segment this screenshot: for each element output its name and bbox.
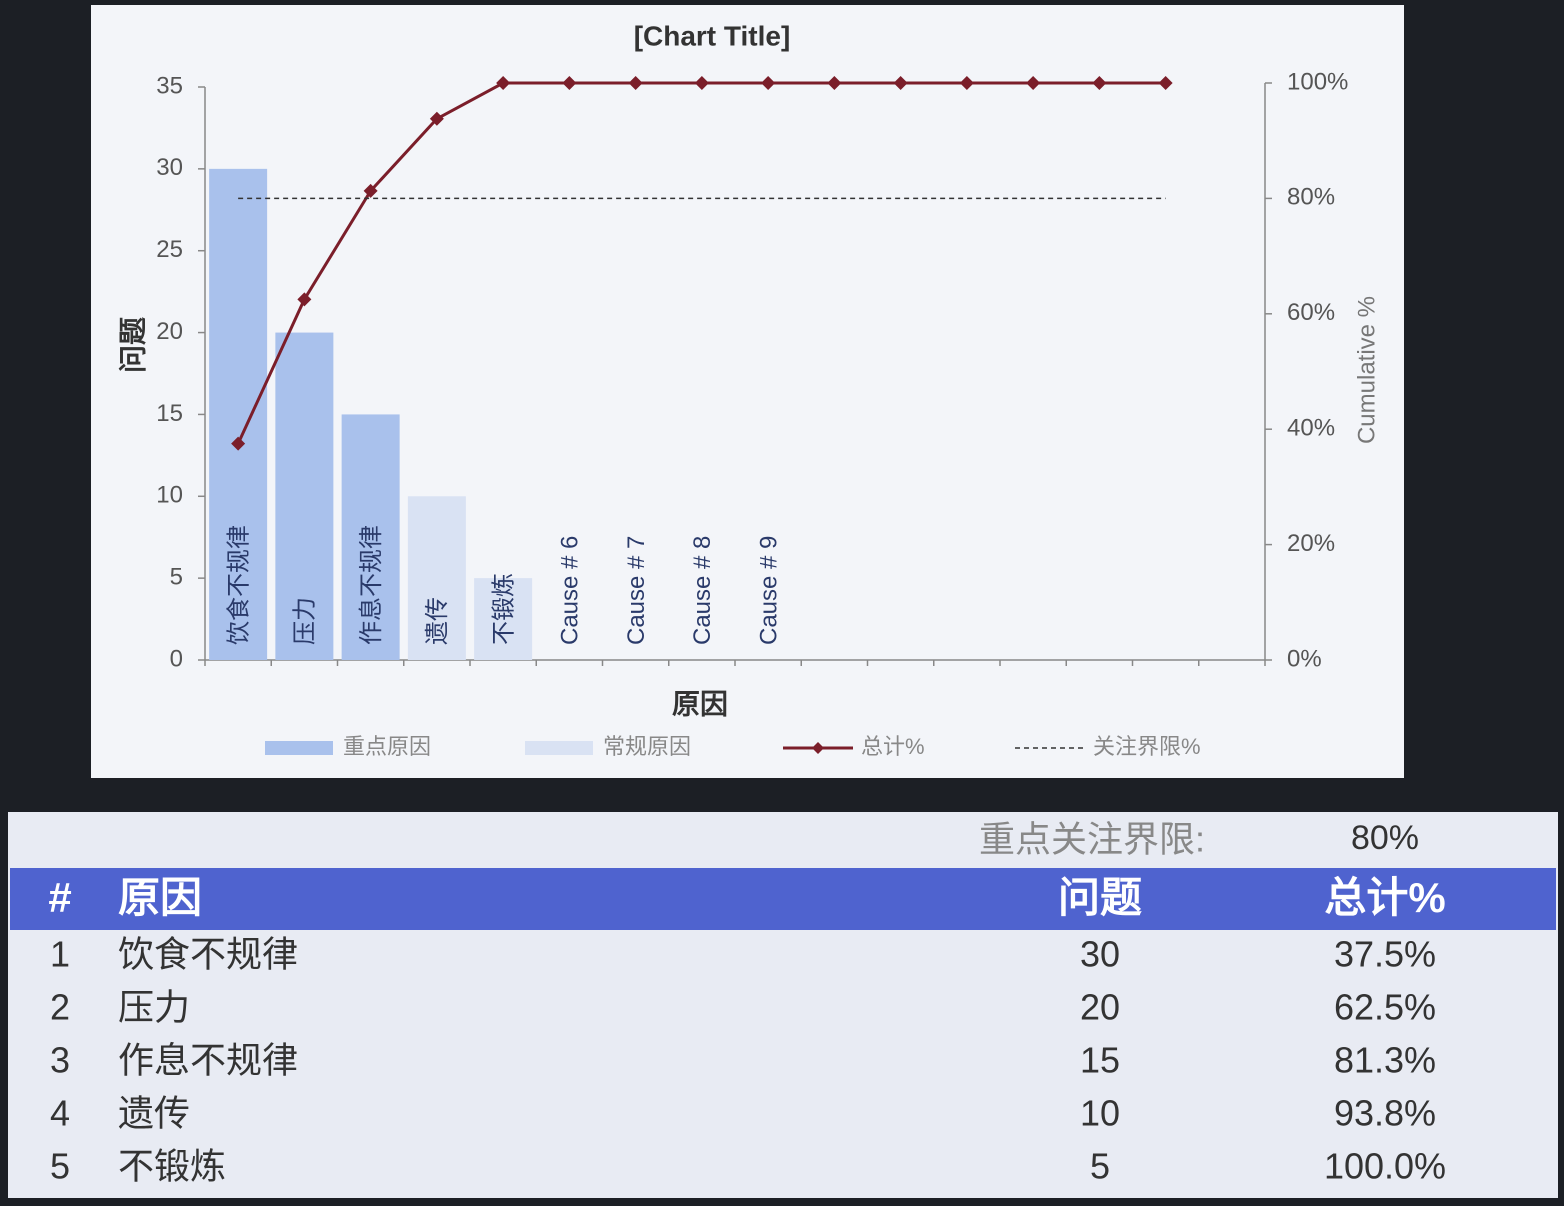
line-marker [297, 292, 312, 307]
table-header-cell: 总计% [1324, 874, 1445, 921]
category-label: 作息不规律 [358, 525, 385, 645]
threshold-label: 重点关注界限: [979, 819, 1205, 860]
y2-tick-label: 60% [1287, 299, 1335, 326]
y-tick-label: 35 [156, 72, 183, 99]
category-label: Cause # 9 [755, 536, 782, 645]
bar [407, 496, 466, 660]
bar [209, 168, 268, 660]
category-label: Cause # 6 [557, 536, 584, 645]
category-label: 压力 [292, 597, 319, 645]
table-cell: 不锻炼 [118, 1146, 226, 1187]
y-tick-label: 25 [156, 236, 183, 263]
bar [275, 332, 334, 660]
line-marker [893, 76, 908, 90]
table-cell: 20 [1080, 987, 1120, 1028]
table-cell: 93.8% [1334, 1093, 1436, 1134]
y-tick-label: 0 [170, 645, 183, 672]
legend-swatch [265, 741, 333, 755]
y2-tick-label: 40% [1287, 415, 1335, 442]
table-cell: 15 [1080, 1040, 1120, 1081]
y2-tick-label: 100% [1287, 68, 1348, 95]
legend-swatch [525, 741, 593, 755]
category-label: 饮食不规律 [225, 525, 252, 645]
line-marker [496, 76, 511, 90]
y-tick-label: 5 [170, 563, 183, 590]
y-tick-label: 20 [156, 318, 183, 345]
y-tick-label: 30 [156, 154, 183, 181]
chart-title: [Chart Title] [634, 20, 791, 51]
line-marker [1026, 76, 1041, 90]
table-cell: 4 [50, 1093, 70, 1134]
table-cell: 1 [50, 934, 70, 975]
table-cell: 饮食不规律 [118, 934, 298, 975]
table-cell: 100.0% [1324, 1146, 1446, 1187]
legend-label: 总计% [861, 734, 925, 759]
y-axis-label: 问题 [117, 317, 148, 373]
line-marker [628, 76, 643, 90]
y2-tick-label: 0% [1287, 645, 1322, 672]
category-label: 不锻炼 [490, 573, 517, 645]
line-marker [827, 76, 842, 90]
bar [474, 578, 533, 660]
line-marker [562, 76, 577, 90]
table-cell: 压力 [118, 987, 190, 1028]
x-axis-label: 原因 [672, 688, 728, 719]
table-header-cell: # [48, 874, 71, 921]
table-cell: 10 [1080, 1093, 1120, 1134]
bar [341, 414, 400, 660]
table-cell: 30 [1080, 934, 1120, 975]
category-label: Cause # 7 [623, 536, 650, 645]
table-header-bar [10, 868, 1556, 930]
threshold-value: 80% [1351, 819, 1419, 857]
table-cell: 3 [50, 1040, 70, 1081]
line-marker [959, 76, 974, 90]
table-cell: 5 [50, 1146, 70, 1187]
line-marker [231, 436, 246, 451]
line-marker [694, 76, 709, 90]
table-cell: 2 [50, 987, 70, 1028]
legend-label: 关注界限% [1093, 734, 1201, 759]
table-header-cell: 问题 [1058, 874, 1142, 921]
legend-label: 重点原因 [343, 734, 431, 759]
y-tick-label: 10 [156, 482, 183, 509]
legend-marker [812, 742, 824, 754]
y2-tick-label: 20% [1287, 530, 1335, 557]
table-cell: 5 [1090, 1146, 1110, 1187]
legend-label: 常规原因 [603, 734, 691, 759]
y2-axis-label: Cumulative % [1353, 296, 1380, 444]
line-marker [429, 111, 444, 126]
table-cell: 37.5% [1334, 934, 1436, 975]
category-label: Cause # 8 [689, 536, 716, 645]
table-cell: 81.3% [1334, 1040, 1436, 1081]
table-cell: 遗传 [118, 1093, 190, 1134]
line-marker [363, 183, 378, 198]
table-cell: 62.5% [1334, 987, 1436, 1028]
y2-tick-label: 80% [1287, 184, 1335, 211]
category-label: 遗传 [424, 597, 451, 645]
line-marker [761, 76, 776, 90]
line-marker [1092, 76, 1107, 90]
y-tick-label: 15 [156, 400, 183, 427]
table-header-cell: 原因 [118, 874, 202, 921]
line-marker [1158, 76, 1173, 90]
table-cell: 作息不规律 [118, 1040, 298, 1081]
